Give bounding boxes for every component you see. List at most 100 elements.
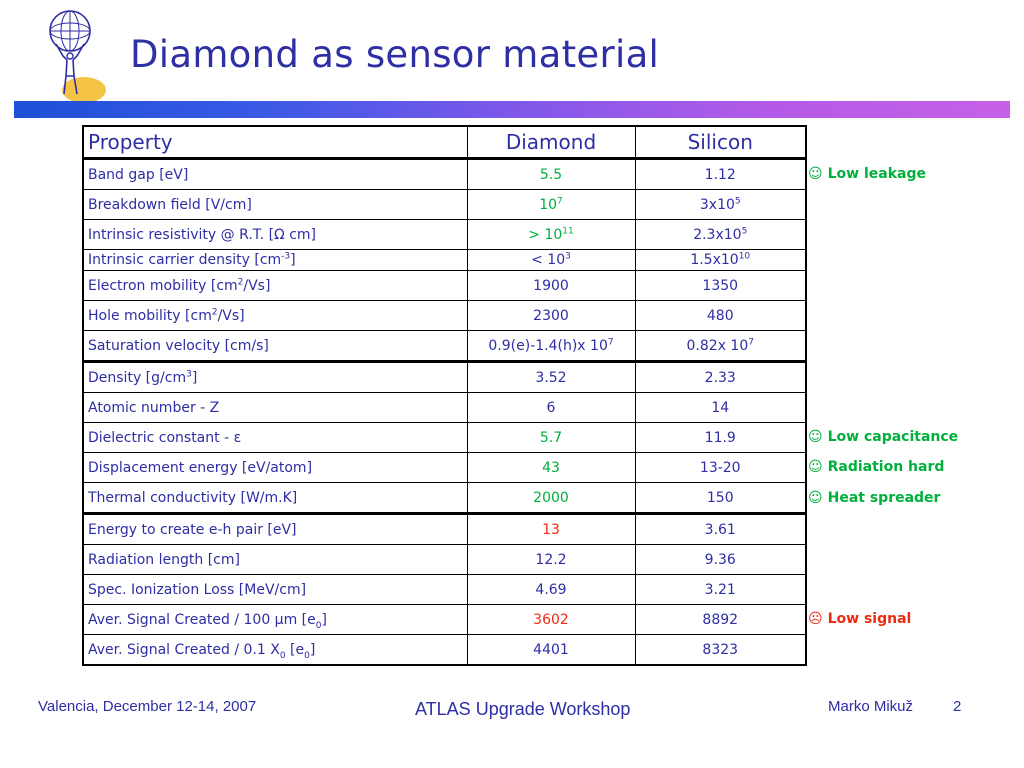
silicon-value: 1.12 [704, 166, 736, 183]
cell-diamond: 5.5 [466, 158, 636, 190]
property-text: Density [g/cm [88, 369, 187, 386]
property-text-tail: [e [285, 641, 305, 658]
silicon-value: 480 [706, 307, 734, 324]
footer-location: Valencia, December 12-14, 2007 [38, 698, 257, 715]
annotation-low-capacitance: ☺ Low capacitance [808, 429, 958, 445]
silicon-exponent: 5 [741, 225, 748, 236]
cell-diamond: 4401 [466, 634, 636, 666]
table-row: Dielectric constant - ε 5.7 11.9 [82, 422, 807, 453]
annotation-text: Low signal [827, 611, 912, 627]
smiley-icon: ☺ [808, 459, 823, 475]
title-gradient-bar [14, 101, 1010, 118]
footer-event: ATLAS Upgrade Workshop [415, 699, 631, 719]
footer-page-number: 2 [953, 698, 962, 715]
table-row: Breakdown field [V/cm] 107 3x105 [82, 189, 807, 220]
property-text: Electron mobility [cm [88, 277, 238, 294]
diamond-value: 3602 [533, 611, 569, 628]
diamond-value: 1900 [533, 277, 569, 294]
cell-silicon: 8323 [634, 634, 807, 666]
silicon-exponent: 5 [734, 195, 741, 206]
property-text: Aver. Signal Created / 0.1 X [88, 641, 280, 658]
property-text: Spec. Ionization Loss [MeV/cm] [88, 581, 307, 598]
property-superscript: 2 [237, 276, 244, 287]
table-row: Density [g/cm3] 3.52 2.33 [82, 361, 807, 393]
property-text: Intrinsic resistivity @ R.T. [Ω cm] [88, 226, 316, 243]
table-row: Band gap [eV] 5.5 1.12 [82, 158, 807, 190]
cell-diamond: 4.69 [466, 574, 636, 605]
cell-silicon: 9.36 [634, 544, 807, 575]
smiley-icon: ☺ [808, 429, 823, 445]
cell-silicon: 13-20 [634, 452, 807, 483]
cell-silicon: 14 [634, 392, 807, 423]
cell-silicon: 2.33 [634, 361, 807, 393]
annotation-text: Heat spreader [827, 489, 941, 506]
property-text-tail: ] [191, 369, 198, 386]
diamond-exponent: 7 [557, 195, 563, 206]
header-diamond: Diamond [466, 125, 636, 160]
silicon-exponent: 7 [748, 336, 754, 347]
cell-property: Thermal conductivity [W/m.K] [82, 482, 468, 515]
annotation-low-leakage: ☺ Low leakage [808, 166, 926, 182]
table-row: Intrinsic resistivity @ R.T. [Ω cm] > 101… [82, 219, 807, 250]
property-superscript: -3 [281, 251, 291, 262]
cell-silicon: 2.3x105 [634, 219, 807, 250]
silicon-value: 3x10 [699, 196, 735, 213]
property-text-tail: /Vs] [217, 307, 245, 324]
silicon-value: 8892 [702, 611, 739, 628]
silicon-value: 1.5x10 [690, 252, 739, 268]
diamond-value: 12.2 [535, 551, 567, 568]
cell-diamond: 43 [466, 452, 636, 483]
silicon-value: 11.9 [704, 429, 736, 446]
properties-table: Property Diamond Silicon Band gap [eV] 5.… [82, 125, 807, 666]
diamond-value: 4.69 [535, 581, 567, 598]
cell-silicon: 150 [634, 482, 807, 515]
annotation-heat-spreader: ☺ Heat spreader [808, 490, 940, 506]
cell-diamond: 13 [466, 513, 636, 545]
cell-property: Intrinsic resistivity @ R.T. [Ω cm] [82, 219, 468, 250]
annotation-text: Low leakage [827, 165, 926, 182]
property-superscript: 2 [211, 306, 218, 317]
silicon-value: 3.21 [704, 581, 736, 598]
diamond-value: 6 [546, 399, 556, 416]
cell-silicon: 11.9 [634, 422, 807, 453]
property-text-tail: ] [290, 252, 296, 268]
smiley-icon: ☺ [808, 489, 823, 506]
property-subscript: 0 [315, 620, 322, 631]
silicon-value: 150 [706, 489, 734, 506]
cell-property: Breakdown field [V/cm] [82, 189, 468, 220]
table-row: Electron mobility [cm2/Vs] 1900 1350 [82, 270, 807, 301]
diamond-value: 3.52 [535, 369, 567, 386]
footer-author: Marko Mikuž [828, 698, 914, 715]
silicon-value: 1350 [702, 277, 739, 294]
cell-silicon: 480 [634, 300, 807, 331]
atlas-logo [49, 10, 106, 103]
property-text: Intrinsic carrier density [cm [88, 252, 282, 268]
cell-property: Dielectric constant - ε [82, 422, 468, 453]
diamond-exponent: 11 [562, 225, 574, 236]
cell-diamond: 12.2 [466, 544, 636, 575]
cell-silicon: 8892 [634, 604, 807, 635]
table-row: Aver. Signal Created / 0.1 X0 [e0] 4401 83… [82, 634, 807, 666]
cell-property: Intrinsic carrier density [cm-3] [82, 249, 468, 271]
cell-diamond: 6 [466, 392, 636, 423]
table-row: Energy to create e-h pair [eV] 13 3.61 [82, 513, 807, 545]
table-row: Thermal conductivity [W/m.K] 2000 150 [82, 482, 807, 515]
cell-silicon: 1350 [634, 270, 807, 301]
cell-diamond: 1900 [466, 270, 636, 301]
property-text: Atomic number - Z [88, 399, 220, 416]
cell-property: Saturation velocity [cm/s] [82, 330, 468, 363]
cell-diamond: 0.9(e)-1.4(h)x 107 [466, 330, 636, 363]
table-row: Intrinsic carrier density [cm-3] < 103 1.5… [82, 249, 807, 271]
silicon-value: 2.3x10 [693, 226, 742, 243]
annotation-text: Low capacitance [827, 429, 959, 445]
cell-diamond: 3.52 [466, 361, 636, 393]
cell-property: Band gap [eV] [82, 158, 468, 190]
property-text-tail: ] [309, 641, 316, 658]
property-text: Radiation length [cm] [88, 551, 240, 568]
slide-title: Diamond as sensor material [130, 33, 660, 76]
cell-silicon: 0.82x 107 [634, 330, 807, 363]
cell-silicon: 3x105 [634, 189, 807, 220]
diamond-value: 5.7 [539, 429, 563, 446]
cell-property: Density [g/cm3] [82, 361, 468, 393]
silicon-value: 0.82x 10 [686, 337, 749, 354]
